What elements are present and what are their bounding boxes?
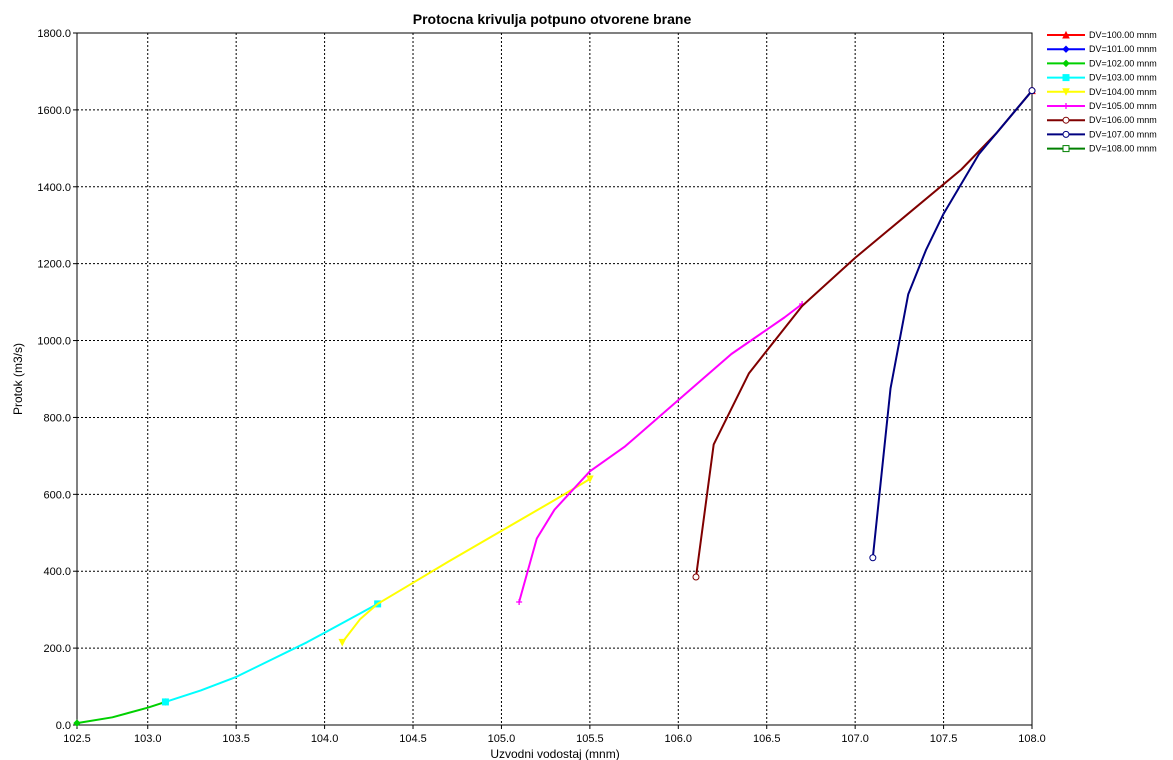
y-tick-label: 600.0 <box>43 489 71 501</box>
x-tick-label: 108.0 <box>1018 733 1046 745</box>
legend-item: DV=106.00 mnm <box>1047 115 1157 125</box>
legend-label: DV=106.00 mnm <box>1089 115 1157 125</box>
x-tick-label: 102.5 <box>63 733 91 745</box>
x-tick-label: 105.0 <box>488 733 516 745</box>
legend-label: DV=107.00 mnm <box>1089 129 1157 139</box>
legend-label: DV=108.00 mnm <box>1089 144 1157 154</box>
chart-title: Protocna krivulja potpuno otvorene brane <box>413 11 692 27</box>
plot-frame <box>76 32 1033 726</box>
y-tick-label: 800.0 <box>43 412 71 424</box>
legend-item: DV=108.00 mnm <box>1047 144 1157 154</box>
series-line <box>341 478 591 644</box>
data-point <box>1062 59 1070 68</box>
x-tick-label: 103.5 <box>222 733 250 745</box>
y-axis-ticks: 0.0 200.0 400.0 600.0 800.0 1000.0 1200.0 1400.… <box>37 28 77 732</box>
series-4 <box>338 475 594 647</box>
data-point <box>1062 88 1070 96</box>
legend-item: DV=100.00 mnm <box>1047 30 1157 40</box>
x-tick-label: 106.5 <box>753 733 781 745</box>
series-layer <box>73 86 1036 727</box>
legend-item: DV=101.00 mnm <box>1047 44 1157 54</box>
data-point <box>516 598 523 605</box>
x-tick-label: 107.0 <box>841 733 869 745</box>
x-axis-label: Uzvodni vodostaj (mnm) <box>490 747 619 760</box>
data-point <box>1062 116 1070 124</box>
data-point <box>1028 87 1036 95</box>
data-point <box>1062 145 1070 153</box>
legend-label: DV=102.00 mnm <box>1089 58 1157 68</box>
x-tick-label: 106.0 <box>665 733 693 745</box>
data-point <box>73 719 81 727</box>
y-axis-label: Protok (m3/s) <box>11 343 25 415</box>
data-point <box>692 573 700 581</box>
y-tick-label: 1400.0 <box>37 182 71 194</box>
x-tick-label: 103.0 <box>134 733 162 745</box>
series-line <box>871 89 1033 559</box>
series-7 <box>869 87 1036 562</box>
y-tick-label: 1000.0 <box>37 336 71 348</box>
y-tick-label: 400.0 <box>43 566 71 578</box>
legend-label: DV=105.00 mnm <box>1089 101 1157 111</box>
legend: DV=100.00 mnm DV=101.00 mnm DV=102.00 mnm D… <box>1047 30 1157 154</box>
data-point <box>1062 45 1070 53</box>
data-point <box>1063 103 1069 109</box>
legend-item: DV=104.00 mnm <box>1047 87 1157 97</box>
x-tick-label: 104.5 <box>399 733 427 745</box>
data-point <box>586 475 594 484</box>
legend-label: DV=100.00 mnm <box>1089 30 1157 40</box>
x-axis-ticks: 102.5 103.0 103.5 104.0 104.5 105.0 105.5 106.0… <box>63 725 1046 745</box>
data-point <box>1062 74 1070 82</box>
series-line <box>76 700 167 725</box>
y-tick-label: 1200.0 <box>37 259 71 271</box>
data-point <box>869 554 877 562</box>
y-tick-label: 1600.0 <box>37 105 71 117</box>
legend-label: DV=104.00 mnm <box>1089 87 1157 97</box>
series-line <box>164 602 379 703</box>
x-tick-label: 105.5 <box>576 733 604 745</box>
legend-item: DV=103.00 mnm <box>1047 73 1157 83</box>
legend-label: DV=103.00 mnm <box>1089 73 1157 83</box>
legend-label: DV=101.00 mnm <box>1089 44 1157 54</box>
y-tick-label: 200.0 <box>43 643 71 655</box>
x-tick-label: 104.0 <box>311 733 339 745</box>
legend-item: DV=107.00 mnm <box>1047 129 1157 139</box>
series-line <box>695 89 1033 578</box>
series-line <box>518 303 804 603</box>
data-point <box>338 638 347 647</box>
data-point <box>1062 130 1070 138</box>
y-tick-label: 0.0 <box>56 720 71 732</box>
y-tick-label: 1800.0 <box>37 28 71 40</box>
x-tick-label: 107.5 <box>930 733 958 745</box>
data-point <box>1062 30 1070 39</box>
legend-item: DV=102.00 mnm <box>1047 58 1157 68</box>
data-point <box>161 698 169 706</box>
legend-item: DV=105.00 mnm <box>1047 101 1157 111</box>
